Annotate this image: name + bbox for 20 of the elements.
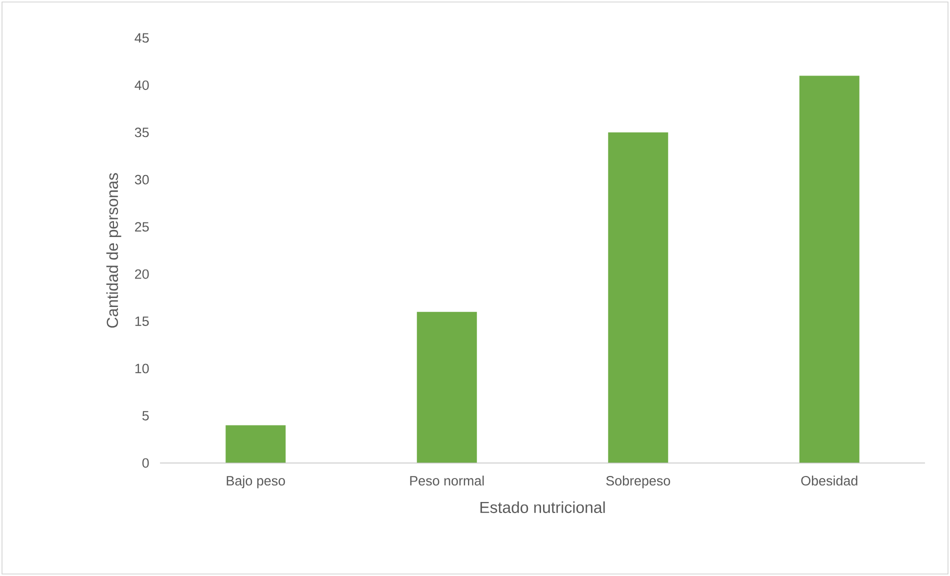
x-tick-label: Obesidad [801,476,858,486]
bar [416,312,477,463]
bar [608,132,668,463]
y-tick-label: 25 [135,222,149,232]
y-tick-label: 45 [134,33,149,43]
x-axis-title: Estado nutricional [480,501,605,514]
x-tick-label: Sobrepeso [606,476,670,488]
y-tick-label: 10 [135,364,149,374]
y-axis-title: Cantidad de personas [106,173,122,328]
x-tick-label: Bajo peso [226,476,285,488]
y-tick-label: 15 [135,316,149,326]
y-tick-label: 30 [134,174,149,184]
bar [799,76,860,463]
x-tick-label: Peso normal [410,476,484,486]
y-tick-label: 20 [135,269,149,279]
y-tick-label: 0 [142,458,149,468]
bar [226,425,286,463]
y-tick-label: 5 [142,411,149,420]
y-tick-label: 35 [134,128,149,138]
y-tick-label: 40 [134,80,149,90]
